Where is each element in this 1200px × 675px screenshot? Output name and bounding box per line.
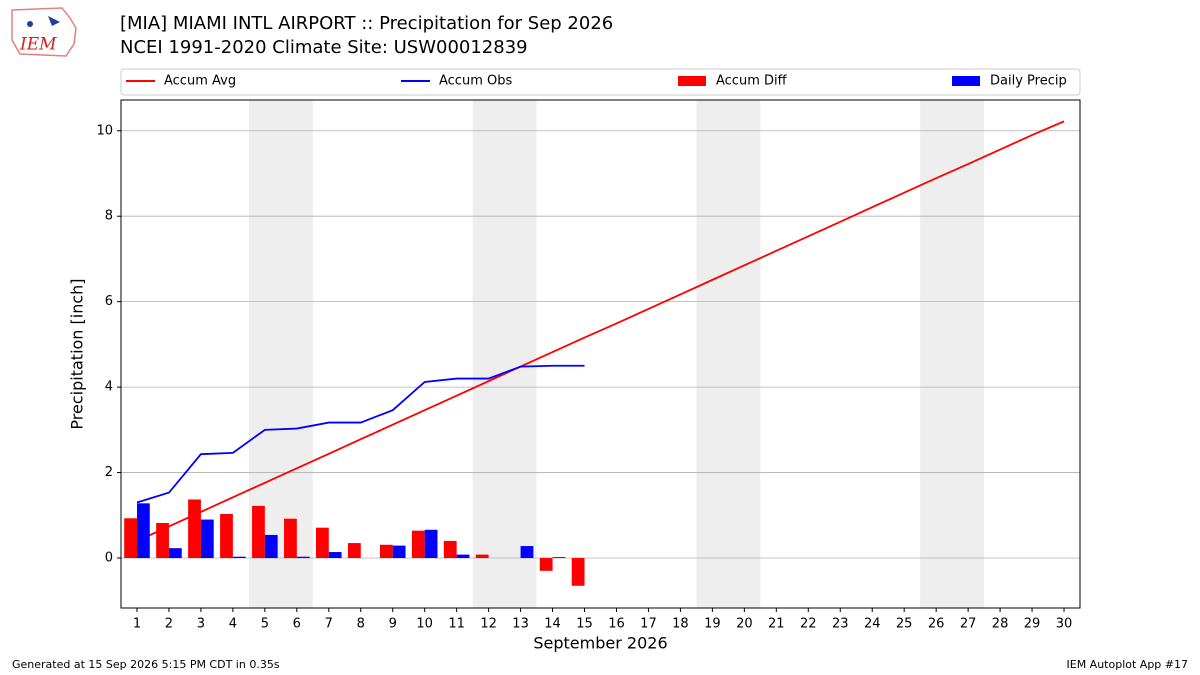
legend-box [120,68,1081,96]
chart-title: [MIA] MIAMI INTL AIRPORT :: Precipitatio… [120,13,613,34]
bar [552,557,566,559]
bar [296,556,310,559]
footer-right: IEM Autoplot App #17 [1067,658,1189,671]
y-tick-label: 10 [96,123,113,138]
x-tick-label: 15 [576,617,593,632]
logo: IEM [11,7,77,57]
x-tick-label: 25 [896,617,913,632]
logo-icon [48,16,60,26]
bar [232,556,246,559]
x-tick-label: 28 [992,617,1009,632]
x-tick-label: 2 [165,617,173,632]
x-tick-label: 1 [133,617,141,632]
bar [443,540,457,559]
legend-label: Daily Precip [990,74,1067,89]
bar [424,529,438,559]
x-tick-label: 26 [928,617,945,632]
legend-swatch [678,76,706,86]
weekend-band [696,100,761,608]
bar [539,558,553,571]
bar [315,527,329,559]
weekend-band [472,100,537,608]
x-tick-label: 7 [325,617,333,632]
bar [456,554,470,559]
x-tick-label: 29 [1024,617,1041,632]
x-tick-label: 3 [197,617,205,632]
line [136,120,1065,542]
x-tick-label: 20 [736,617,753,632]
bar [328,552,342,559]
x-tick-label: 9 [389,617,397,632]
x-tick-label: 16 [608,617,625,632]
x-tick-label: 27 [960,617,977,632]
logo-outline [11,7,77,57]
logo-text: IEM [19,35,57,55]
x-tick-label: 4 [229,617,237,632]
line [136,364,585,504]
y-tick-label: 4 [105,380,113,395]
x-tick-label: 23 [832,617,849,632]
y-tick-label: 2 [105,465,113,480]
bar [200,519,214,559]
bar [347,543,361,559]
chart-subtitle: NCEI 1991-2020 Climate Site: USW00012839 [120,37,528,58]
footer-left: Generated at 15 Sep 2026 5:15 PM CDT in … [12,658,280,671]
x-tick-label: 8 [357,617,365,632]
bar [411,530,425,559]
bar [264,534,278,559]
bar [475,554,489,559]
x-tick-label: 11 [448,617,465,632]
bar [392,545,406,559]
x-tick-label: 14 [544,617,561,632]
x-tick-label: 22 [800,617,817,632]
x-tick-label: 18 [672,617,689,632]
bar [571,558,585,586]
legend-label: Accum Diff [716,74,788,89]
plot-frame [120,99,1081,609]
x-tick-label: 13 [512,617,529,632]
y-tick-label: 6 [105,294,113,309]
x-tick-label: 5 [261,617,269,632]
bar [188,499,201,559]
bar [379,544,393,559]
legend-label: Accum Avg [164,74,236,89]
legend-label: Accum Obs [439,74,512,89]
x-tick-label: 21 [768,617,785,632]
bar [168,548,182,559]
bar [220,514,233,559]
x-tick-label: 10 [416,617,433,632]
y-tick-label: 8 [105,209,113,224]
x-tick-label: 12 [480,617,497,632]
x-axis-label: September 2026 [533,634,667,653]
weekend-band [920,100,985,608]
x-tick-label: 17 [640,617,657,632]
bar [124,518,137,559]
x-tick-label: 24 [864,617,881,632]
y-axis-label: Precipitation [inch] [68,278,87,429]
bar [284,518,297,559]
x-tick-label: 30 [1056,617,1073,632]
x-tick-label: 6 [293,617,301,632]
legend-swatch [952,76,980,86]
bar [520,546,534,559]
x-tick-label: 19 [704,617,721,632]
logo-icon [27,21,33,27]
bar [156,522,169,559]
y-tick-label: 0 [105,551,113,566]
bar [136,503,150,559]
bar [252,505,265,559]
